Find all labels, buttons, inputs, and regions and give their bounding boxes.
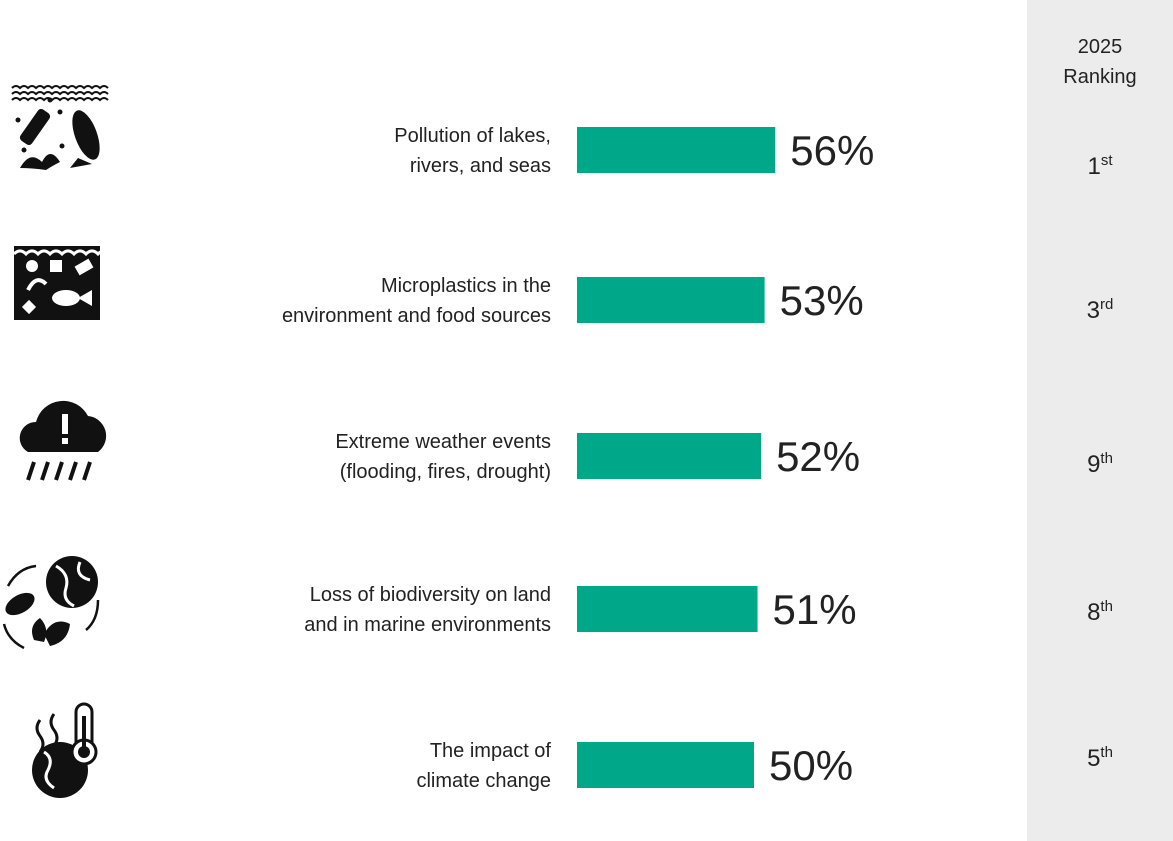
value-label: 53% (780, 277, 864, 324)
ranking-title: Ranking (1063, 66, 1137, 88)
bar (577, 277, 765, 323)
rank-value: 3rd (1086, 296, 1114, 324)
category-label: climate change (416, 770, 551, 792)
category-label: Pollution of lakes, (394, 125, 551, 147)
value-label: 50% (769, 742, 853, 789)
bar (577, 127, 776, 173)
category-label: (flooding, fires, drought) (340, 461, 551, 483)
bar (577, 586, 758, 632)
rank-value: 5th (1087, 744, 1113, 772)
category-label: Microplastics in the (381, 275, 551, 297)
ranking-header: 2025 Ranking (1027, 32, 1173, 92)
storm-cloud-warning-icon (19, 400, 107, 481)
row-icons (2, 85, 112, 798)
category-labels: Pollution of lakes, rivers, and seas Micro… (282, 125, 551, 792)
microplastics-icon (12, 246, 112, 320)
category-label: Extreme weather events (335, 431, 551, 453)
ranking-year: 2025 (1077, 36, 1123, 58)
biodiversity-cycle-icon (2, 556, 100, 650)
category-label: The impact of (430, 740, 552, 762)
water-pollution-icon (11, 85, 109, 170)
value-labels: 56% 53% 52% 51% 50% (769, 127, 874, 789)
bars (577, 127, 776, 788)
category-label: environment and food sources (282, 305, 551, 327)
value-label: 52% (776, 433, 860, 480)
bar (577, 433, 762, 479)
value-label: 51% (773, 586, 857, 633)
bar (577, 742, 754, 788)
rank-value: 1st (1087, 152, 1113, 180)
category-label: rivers, and seas (410, 155, 551, 177)
category-label: Loss of biodiversity on land (310, 584, 551, 606)
rank-value: 8th (1087, 598, 1113, 626)
rank-value: 9th (1087, 450, 1113, 478)
category-label: and in marine environments (304, 614, 551, 636)
ranking-panel: 2025 Ranking 1st 3rd 9th 8th 5th (1027, 0, 1173, 841)
value-label: 56% (790, 127, 874, 174)
hot-globe-thermometer-icon (32, 702, 98, 798)
